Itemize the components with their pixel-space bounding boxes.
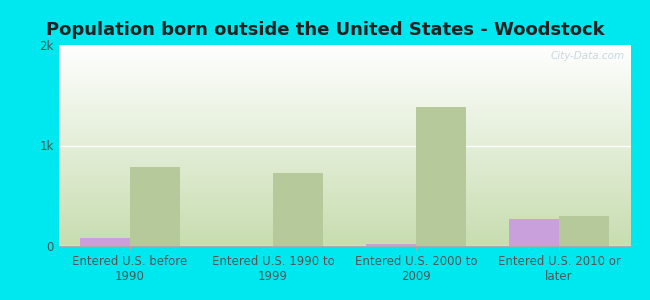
Bar: [509, 219, 559, 246]
Text: Population born outside the United States - Woodstock: Population born outside the United State…: [46, 21, 605, 39]
Bar: [273, 172, 323, 246]
Bar: [559, 216, 609, 246]
Bar: [416, 107, 466, 246]
Text: City-Data.com: City-Data.com: [551, 51, 625, 61]
Bar: [130, 167, 180, 246]
Bar: [366, 244, 416, 246]
Bar: [80, 238, 130, 246]
